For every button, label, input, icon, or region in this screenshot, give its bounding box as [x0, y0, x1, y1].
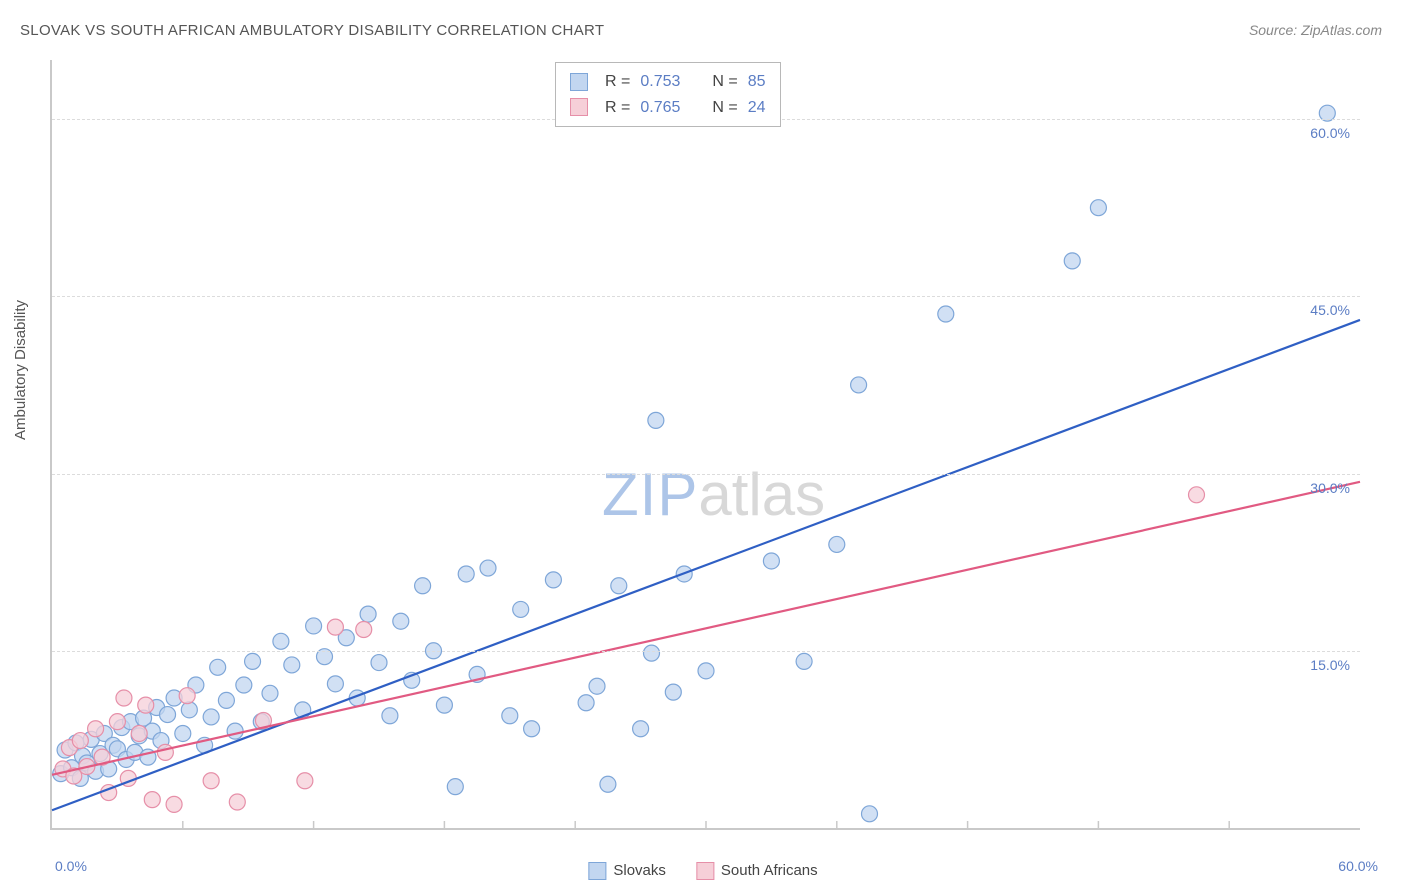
stat-r-label: R =	[605, 69, 630, 95]
legend-item: South Africans	[696, 862, 818, 880]
legend-swatch	[696, 862, 714, 880]
stat-n-value: 85	[748, 69, 766, 95]
stat-legend: R = 0.753 N = 85 R = 0.765 N = 24	[555, 62, 781, 127]
legend-swatch	[570, 98, 588, 116]
stat-legend-row: R = 0.765 N = 24	[570, 95, 766, 121]
y-tick-label: 30.0%	[1310, 480, 1350, 496]
stat-n-value: 24	[748, 95, 766, 121]
legend-swatch	[588, 862, 606, 880]
stat-r-value: 0.765	[640, 95, 680, 121]
legend-label: South Africans	[721, 862, 818, 879]
stat-legend-row: R = 0.753 N = 85	[570, 69, 766, 95]
plot-area: ZIPatlas 15.0%30.0%45.0%60.0%	[50, 60, 1360, 830]
y-tick-label: 60.0%	[1310, 125, 1350, 141]
gridline-horizontal	[52, 474, 1360, 475]
y-axis-label: Ambulatory Disability	[12, 300, 29, 440]
source-attribution: Source: ZipAtlas.com	[1249, 22, 1382, 38]
legend-swatch	[570, 73, 588, 91]
x-axis-max-label: 60.0%	[1338, 858, 1378, 874]
stat-r-value: 0.753	[640, 69, 680, 95]
chart-title: SLOVAK VS SOUTH AFRICAN AMBULATORY DISAB…	[20, 22, 604, 39]
stat-n-label: N =	[712, 95, 737, 121]
gridline-horizontal	[52, 651, 1360, 652]
x-axis-min-label: 0.0%	[55, 858, 87, 874]
bottom-legend: Slovaks South Africans	[588, 862, 817, 880]
stat-r-label: R =	[605, 95, 630, 121]
plot-svg	[52, 60, 1360, 828]
correlation-chart: SLOVAK VS SOUTH AFRICAN AMBULATORY DISAB…	[0, 0, 1406, 892]
stat-n-label: N =	[712, 69, 737, 95]
y-tick-label: 45.0%	[1310, 302, 1350, 318]
legend-item: Slovaks	[588, 862, 666, 880]
legend-label: Slovaks	[613, 862, 666, 879]
gridline-horizontal	[52, 296, 1360, 297]
y-tick-label: 15.0%	[1310, 657, 1350, 673]
